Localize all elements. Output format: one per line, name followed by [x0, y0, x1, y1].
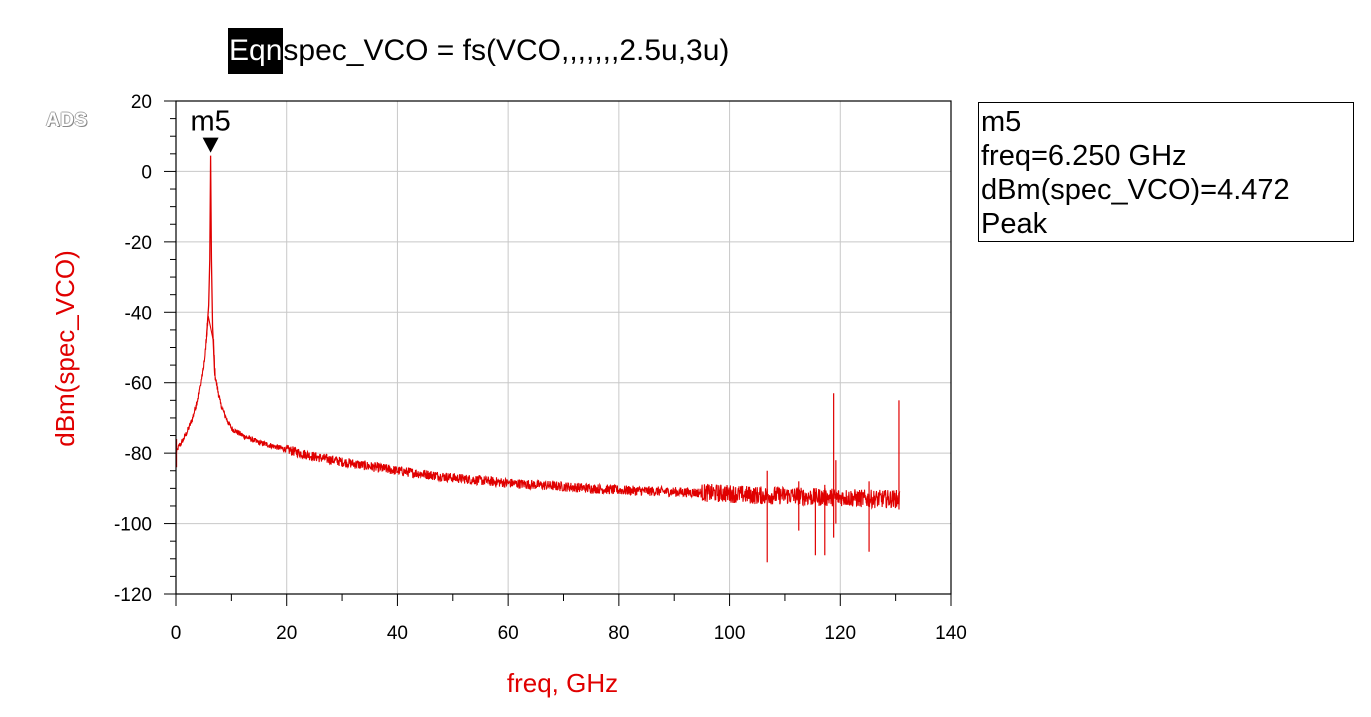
- y-tick-label: -100: [114, 515, 152, 536]
- y-tick-label: -40: [125, 303, 152, 324]
- eqn-tag: Eqn: [228, 28, 284, 74]
- ads-logo: ADS: [46, 110, 88, 131]
- equation-text: spec_VCO = fs(VCO,,,,,,,2.5u,3u): [283, 34, 730, 67]
- y-tick-label: 0: [141, 162, 152, 183]
- x-axis-title: freq, GHz: [507, 668, 618, 698]
- x-tick-label: 100: [714, 623, 746, 644]
- y-axis-title: dBm(spec_VCO): [50, 250, 80, 447]
- grid: [176, 101, 951, 594]
- y-tick-label: 20: [131, 92, 152, 113]
- x-tick-label: 40: [387, 623, 408, 644]
- equation-label: Eqn spec_VCO = fs(VCO,,,,,,,2.5u,3u): [228, 28, 729, 74]
- x-tick-label: 60: [498, 623, 519, 644]
- spectrum-trace: [175, 315, 901, 510]
- tick-labels: 0 20 40 60 80 100 120 140 20 0 -20 -40 -60 -80 -100 -12…: [114, 92, 967, 644]
- marker-mode: Peak: [981, 208, 1048, 240]
- x-tick-label: 140: [935, 623, 967, 644]
- x-tick-label: 80: [608, 623, 629, 644]
- y-tick-label: -120: [114, 585, 152, 606]
- y-tick-label: -60: [125, 374, 152, 395]
- y-tick-label: -20: [125, 233, 152, 254]
- x-tick-label: 120: [824, 623, 856, 644]
- plot-frame: [175, 100, 952, 595]
- marker-triangle-icon: [202, 137, 219, 153]
- x-tick-label: 20: [276, 623, 297, 644]
- marker-label: m5: [190, 106, 230, 138]
- marker-m5[interactable]: m5: [190, 106, 231, 153]
- marker-readout-box[interactable]: m5 freq=6.250 GHz dBm(spec_VCO)=4.472 Pe…: [978, 102, 1354, 242]
- marker-freq: freq=6.250 GHz: [981, 140, 1187, 172]
- y-tick-label: -80: [125, 444, 152, 465]
- ticks: [164, 100, 952, 606]
- peak-trace: [205, 155, 216, 376]
- marker-value: dBm(spec_VCO)=4.472: [981, 174, 1290, 206]
- x-tick-label: 0: [171, 623, 182, 644]
- trace-layer: [175, 155, 901, 563]
- marker-name: m5: [981, 106, 1022, 138]
